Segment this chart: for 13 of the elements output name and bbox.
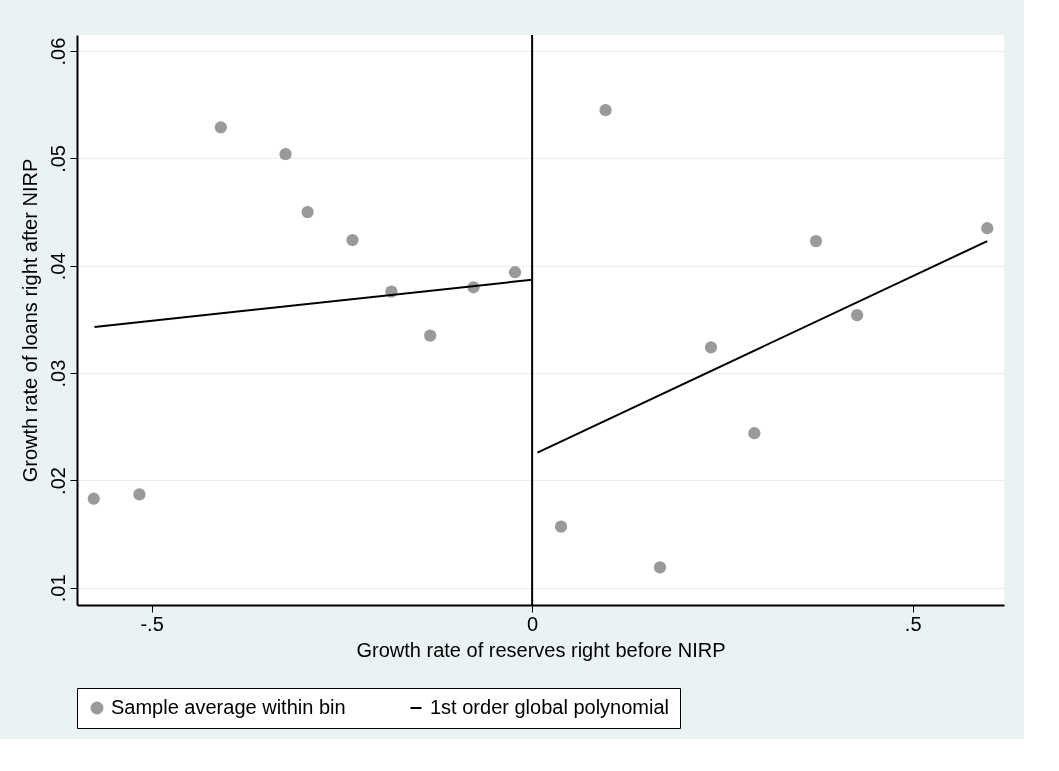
y-tick-label: .05 <box>46 145 69 173</box>
y-tick-label: .04 <box>46 252 69 281</box>
y-tick-label: .01 <box>46 574 69 603</box>
x-tick-label: -.5 <box>140 612 164 635</box>
legend-label: Sample average within bin <box>111 696 346 718</box>
y-axis-title: Growth rate of loans right after NIRP <box>18 158 41 483</box>
y-tick-label: .06 <box>46 37 69 66</box>
legend-label: 1st order global polynomial <box>430 696 670 718</box>
x-axis-title: Growth rate of reserves right before NIRP <box>356 638 726 661</box>
x-tick-label: .5 <box>904 612 922 635</box>
y-tick-label: .03 <box>46 359 69 388</box>
x-tick-label: 0 <box>527 612 539 635</box>
y-tick-label: .02 <box>46 467 69 495</box>
